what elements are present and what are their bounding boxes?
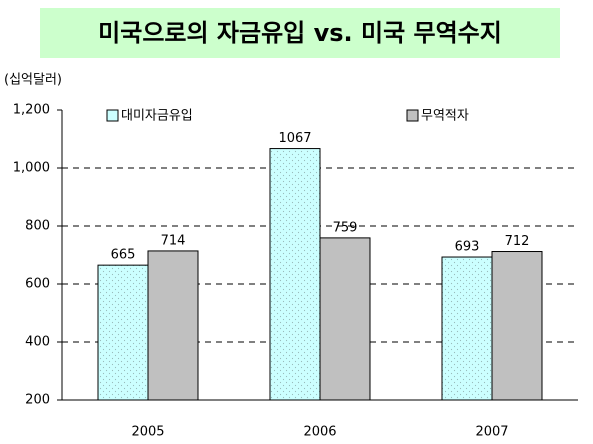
bar xyxy=(441,256,493,401)
y-axis-label: (십억달러) xyxy=(4,73,62,88)
legend-swatch xyxy=(406,109,419,122)
y-tick-label: 600 xyxy=(25,277,50,292)
data-label: 712 xyxy=(505,234,530,249)
bar xyxy=(97,264,149,401)
bar xyxy=(319,237,371,401)
y-tick-label: 1,000 xyxy=(13,161,50,176)
bar xyxy=(147,250,199,401)
chart-title: 미국으로의 자금유입 vs. 미국 무역수지 xyxy=(98,19,502,47)
legend-swatch xyxy=(106,109,119,122)
data-label: 1067 xyxy=(278,131,311,146)
legend-label: 무역적자 xyxy=(421,109,469,124)
data-label: 714 xyxy=(161,233,186,248)
x-tick-label: 2006 xyxy=(303,425,336,440)
y-tick-label: 400 xyxy=(25,335,50,350)
data-label: 665 xyxy=(111,248,136,263)
bar xyxy=(269,148,321,401)
legend-label: 대미자금유입 xyxy=(121,109,193,124)
x-tick-label: 2007 xyxy=(475,425,508,440)
title-banner xyxy=(40,8,560,58)
data-label: 693 xyxy=(455,240,480,255)
x-tick-label: 2005 xyxy=(131,425,164,440)
y-tick-label: 800 xyxy=(25,219,50,234)
bar xyxy=(491,251,543,401)
data-label: 759 xyxy=(333,220,358,235)
y-tick-label: 1,200 xyxy=(13,103,50,118)
y-tick-label: 200 xyxy=(25,393,50,408)
